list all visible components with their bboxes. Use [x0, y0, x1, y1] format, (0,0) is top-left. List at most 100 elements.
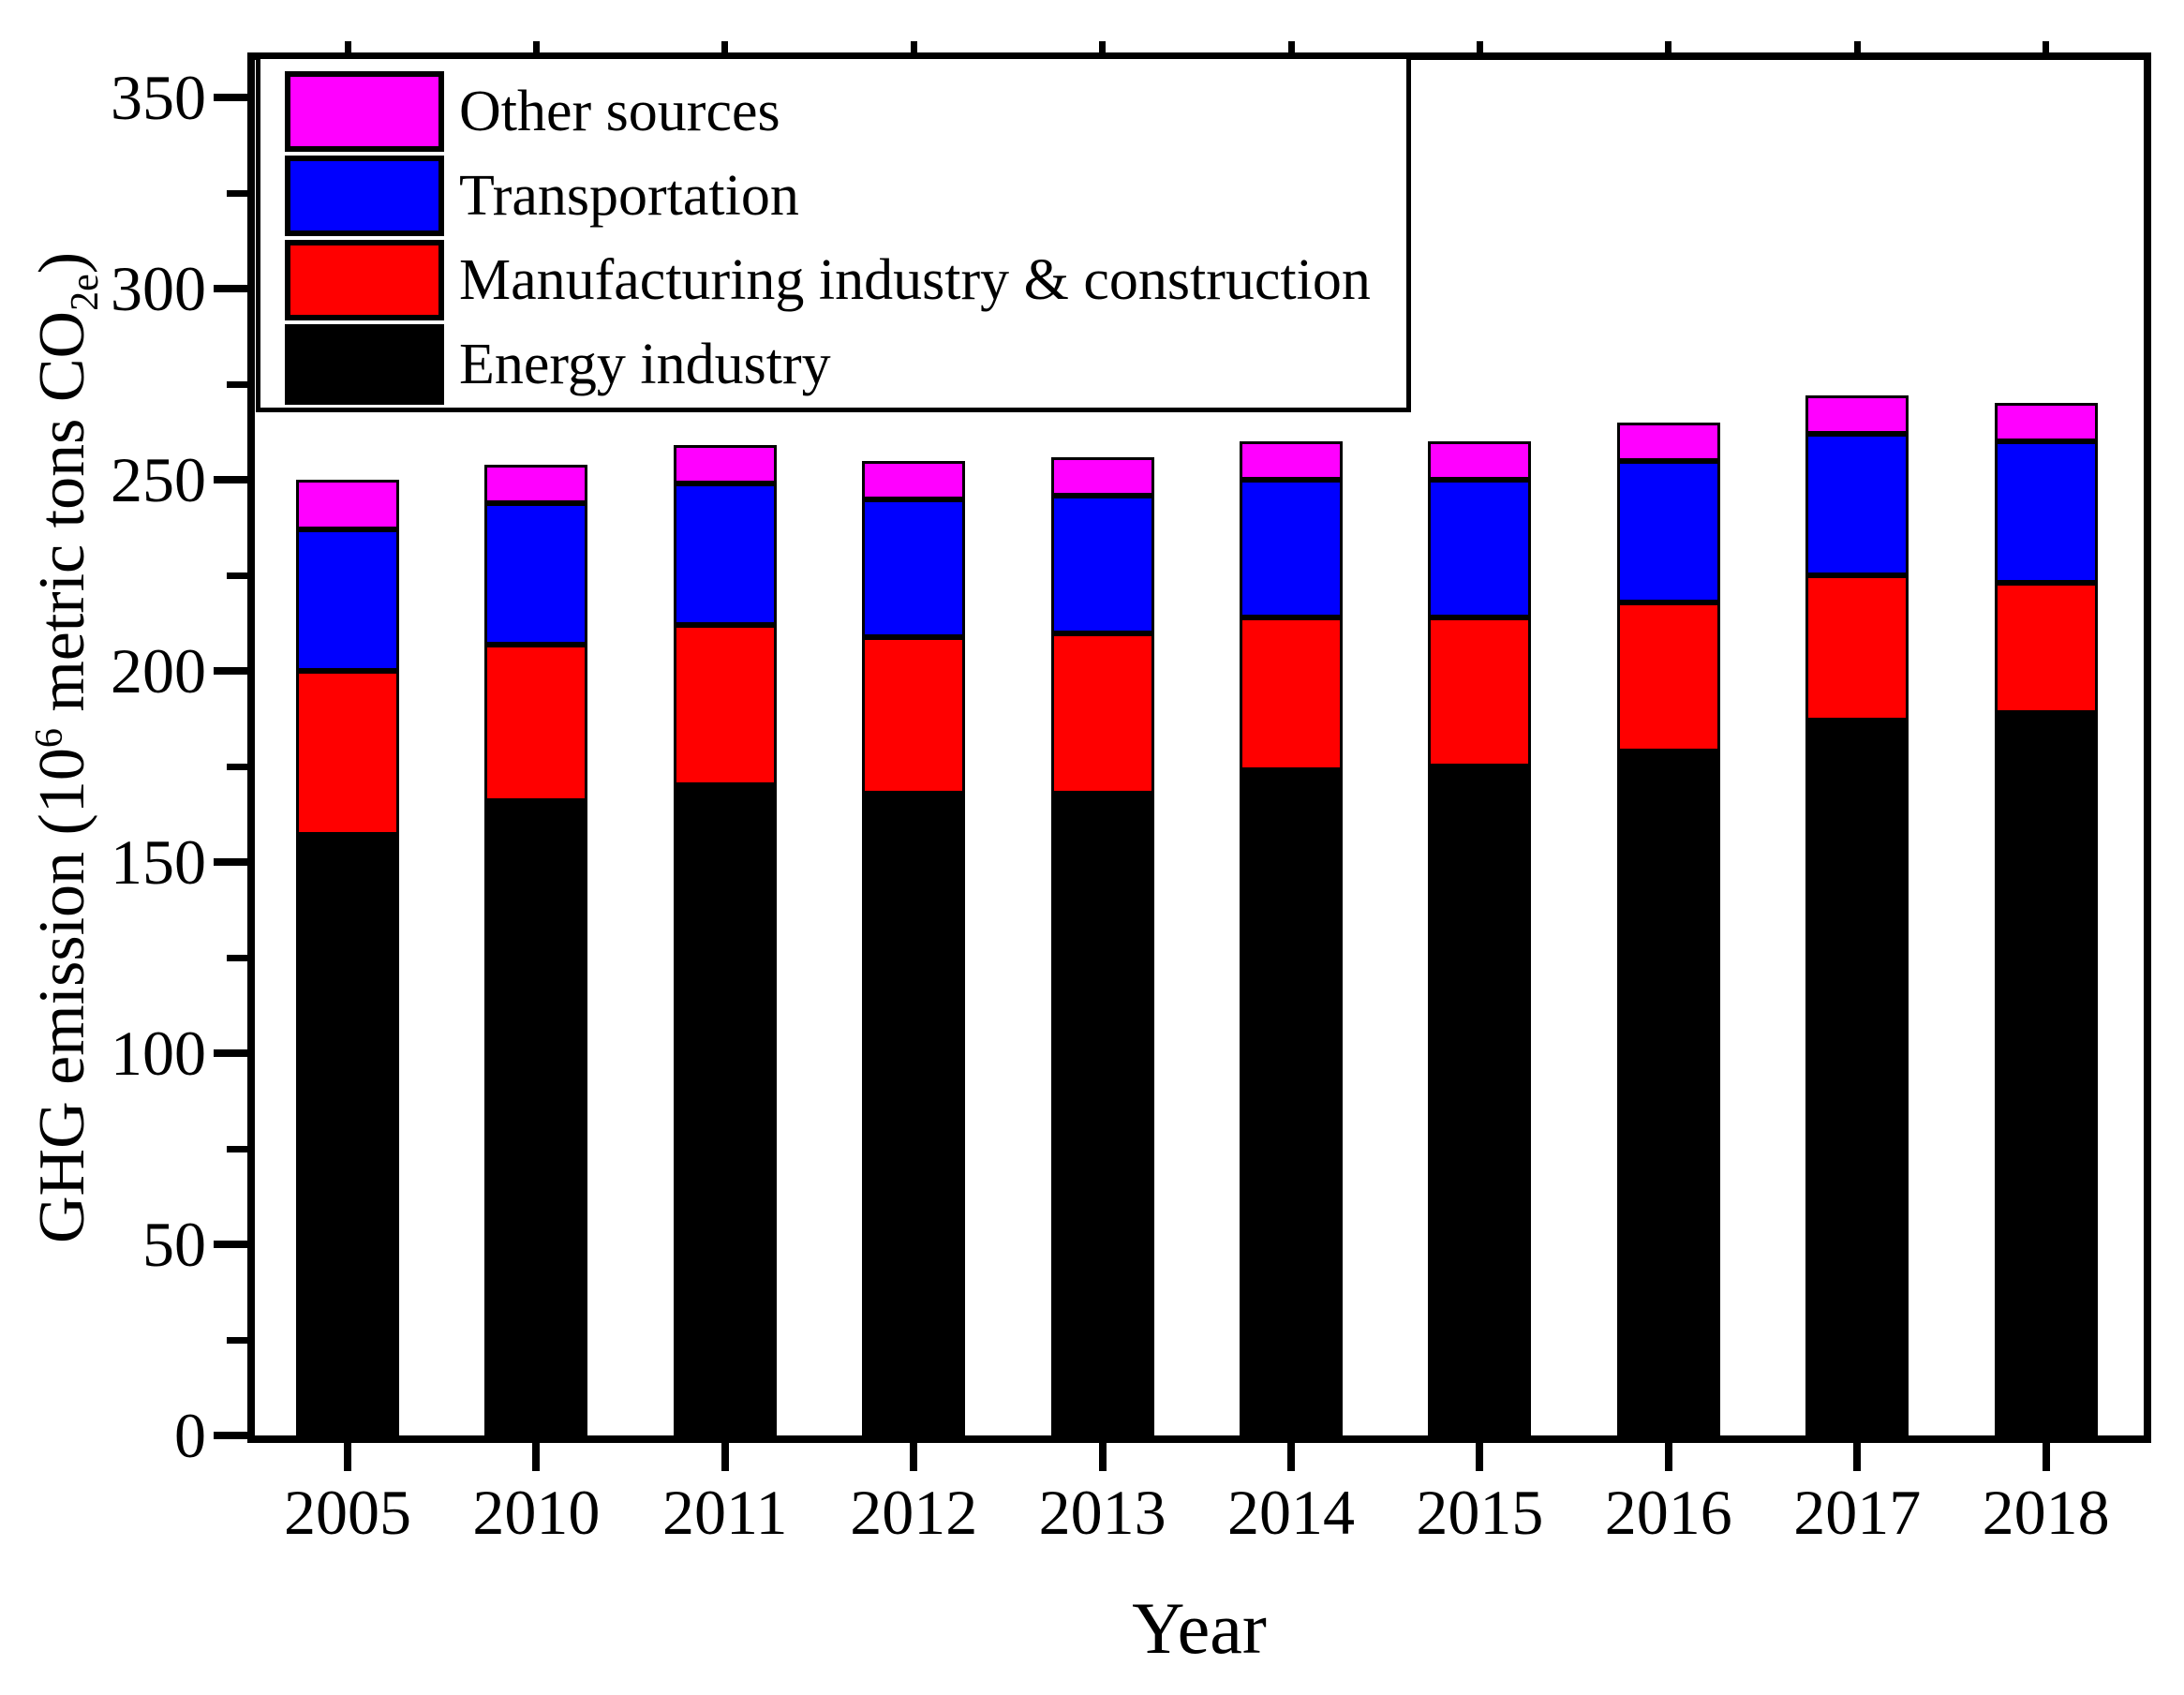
stacked-bar-2017 — [1805, 395, 1909, 1435]
x-top-tick — [532, 41, 540, 53]
x-major-tick — [910, 1443, 918, 1471]
x-top-tick — [2043, 41, 2050, 53]
bar-segment — [1994, 403, 2098, 441]
y-minor-tick — [227, 955, 247, 961]
y-tick-label: 250 — [111, 444, 206, 515]
legend-item: Other sources — [285, 71, 1406, 152]
bar-segment — [1240, 617, 1343, 770]
x-major-tick — [1664, 1443, 1672, 1471]
bar-segment — [296, 529, 399, 671]
y-minor-tick — [227, 572, 247, 579]
stacked-bar-2015 — [1428, 441, 1532, 1435]
stacked-bar-2018 — [1994, 403, 2098, 1435]
stacked-bar-2011 — [673, 445, 777, 1435]
bar-segment — [862, 499, 966, 637]
y-minor-tick — [227, 381, 247, 388]
y-major-tick — [214, 858, 247, 866]
bar-segment — [673, 483, 777, 625]
y-title-prefix: GHG emission (10 — [26, 748, 99, 1244]
legend-item: Transportation — [285, 156, 1406, 236]
y-tick-label: 0 — [174, 1400, 206, 1471]
bar-segment — [1428, 480, 1532, 617]
y-minor-tick — [227, 190, 247, 197]
x-top-tick — [1665, 41, 1672, 53]
y-major-tick — [214, 285, 247, 292]
x-tick-label: 2014 — [1227, 1477, 1355, 1548]
y-title-subscript: 2e — [63, 274, 107, 311]
x-tick-label: 2017 — [1793, 1477, 1922, 1548]
x-tick-label: 2005 — [284, 1477, 411, 1548]
x-tick-label: 2012 — [850, 1477, 978, 1548]
x-top-tick — [1099, 41, 1107, 53]
legend-label: Other sources — [459, 80, 780, 143]
bar-segment — [1805, 575, 1909, 721]
bar-segment — [484, 465, 588, 503]
y-title-middle: metric tons CO — [26, 310, 99, 729]
bar-segment — [1616, 602, 1720, 751]
y-major-tick — [214, 476, 247, 483]
bar-segment — [1616, 751, 1720, 1435]
bar-segment — [484, 801, 588, 1435]
stacked-bar-2012 — [862, 461, 966, 1435]
y-title-superscript: 6 — [28, 728, 72, 749]
y-title-suffix: ) — [26, 251, 99, 275]
x-major-tick — [1853, 1443, 1862, 1471]
stacked-bar-2005 — [296, 480, 399, 1435]
bar-segment — [296, 480, 399, 529]
x-top-tick — [1476, 41, 1483, 53]
bar-segment — [1805, 721, 1909, 1435]
bar-segment — [1428, 441, 1532, 480]
x-tick-label: 2015 — [1416, 1477, 1544, 1548]
stacked-bar-2010 — [484, 465, 588, 1435]
bar-segment — [673, 625, 777, 785]
x-tick-label: 2010 — [472, 1477, 601, 1548]
y-major-tick — [214, 1241, 247, 1248]
stacked-bar-2016 — [1616, 423, 1720, 1435]
legend-label: Energy industry — [459, 333, 831, 396]
x-top-tick — [910, 41, 917, 53]
bar-segment — [1805, 434, 1909, 575]
bar-segment — [862, 637, 966, 794]
y-axis-title: GHG emission (106 metric tons CO2e) — [16, 252, 119, 1243]
legend-item: Manufacturing industry & construction — [285, 240, 1406, 320]
x-top-tick — [1853, 41, 1861, 53]
bar-segment — [862, 794, 966, 1435]
bar-segment — [1994, 583, 2098, 713]
x-major-tick — [1476, 1443, 1484, 1471]
bar-segment — [1616, 423, 1720, 461]
y-tick-label: 100 — [111, 1018, 206, 1089]
legend-swatch — [285, 71, 444, 152]
x-top-tick — [721, 41, 729, 53]
bar-segment — [1240, 480, 1343, 617]
x-axis-title: Year — [1132, 1587, 1267, 1669]
bar-segment — [862, 461, 966, 499]
bar-segment — [673, 445, 777, 483]
y-minor-tick — [227, 1337, 247, 1344]
y-tick-label: 350 — [111, 62, 206, 133]
legend-label: Transportation — [459, 164, 799, 228]
x-tick-label: 2016 — [1604, 1477, 1732, 1548]
legend-swatch — [285, 156, 444, 236]
y-tick-label: 200 — [111, 635, 206, 706]
bar-segment — [673, 785, 777, 1435]
bar-segment — [1616, 461, 1720, 602]
x-major-tick — [721, 1443, 729, 1471]
bar-segment — [484, 503, 588, 645]
x-top-tick — [1287, 41, 1295, 53]
bar-segment — [296, 835, 399, 1435]
bar-segment — [1240, 441, 1343, 480]
bar-segment — [1050, 633, 1154, 794]
x-major-tick — [1098, 1443, 1107, 1471]
bar-segment — [1428, 766, 1532, 1435]
legend-swatch — [285, 324, 444, 405]
y-major-tick — [214, 94, 247, 101]
bar-segment — [484, 645, 588, 801]
legend-item: Energy industry — [285, 324, 1406, 405]
x-tick-label: 2011 — [662, 1477, 788, 1548]
x-major-tick — [2042, 1443, 2050, 1471]
y-tick-label: 150 — [111, 826, 206, 898]
y-tick-label: 300 — [111, 253, 206, 324]
bar-segment — [1428, 617, 1532, 766]
x-tick-label: 2013 — [1038, 1477, 1166, 1548]
